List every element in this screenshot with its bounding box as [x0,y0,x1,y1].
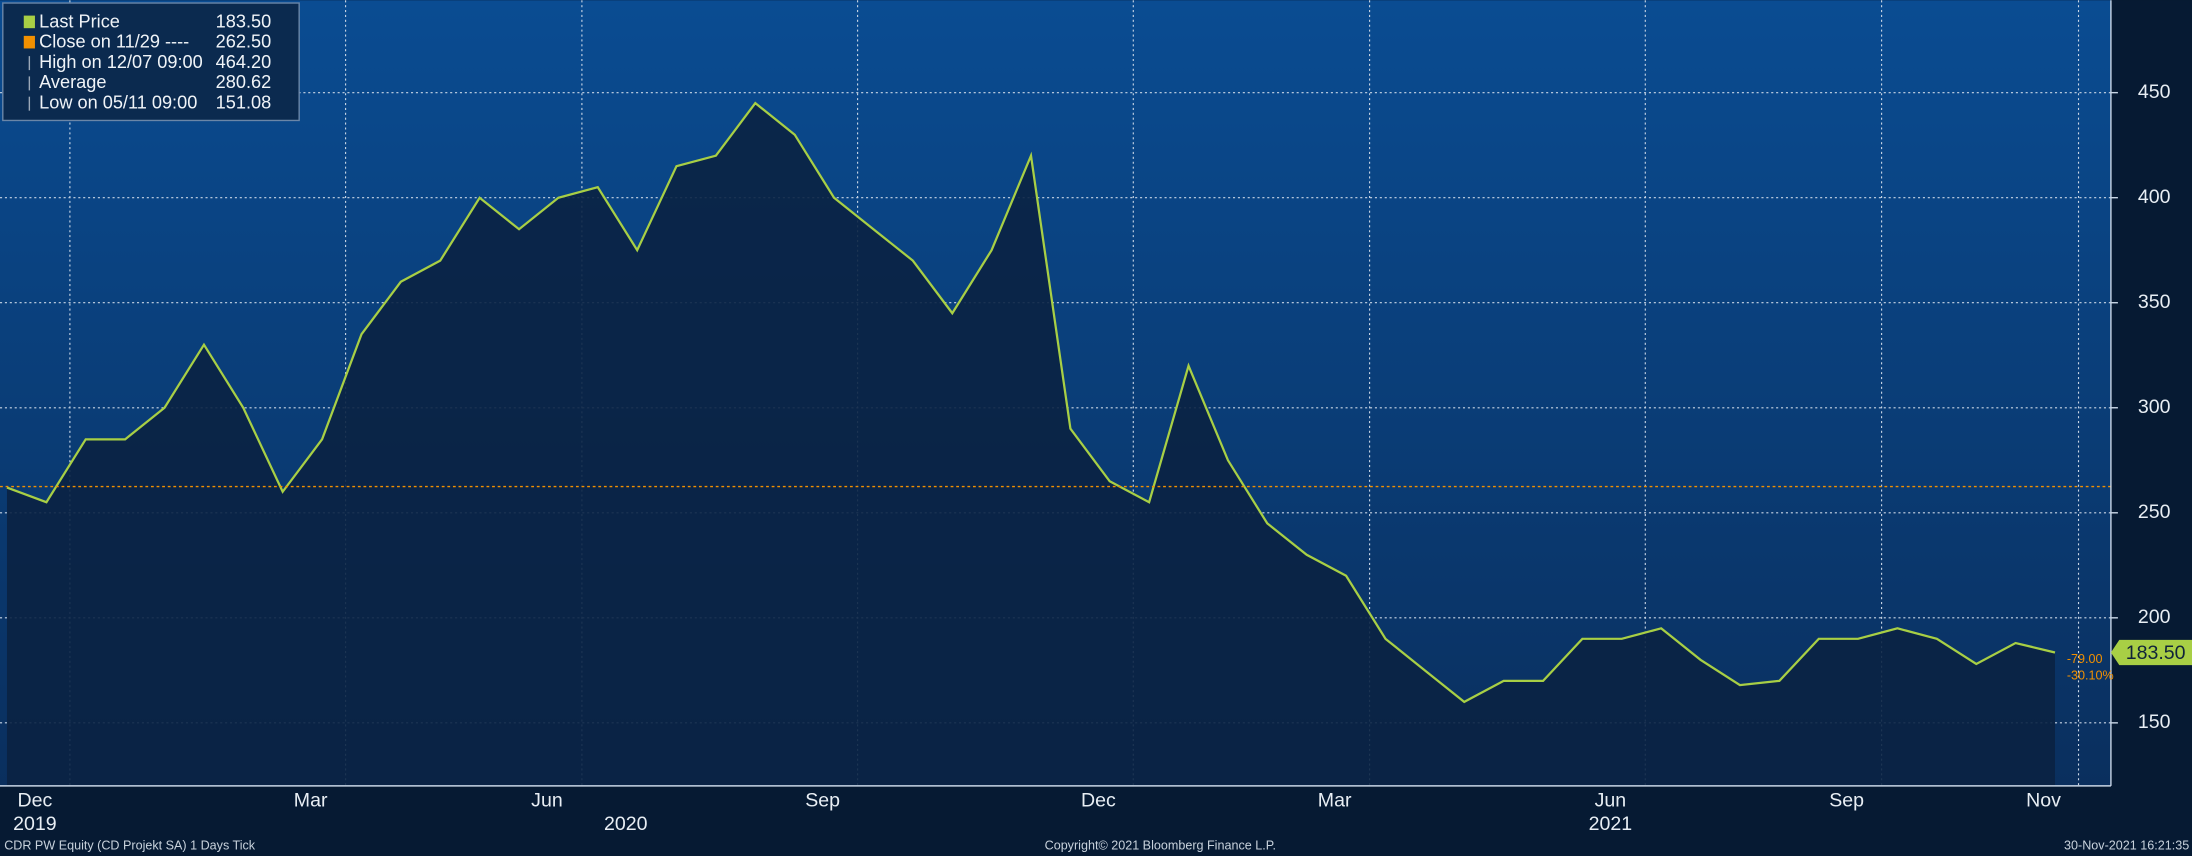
legend-box [2,2,300,122]
y-tick-label: 400 [2138,186,2171,208]
y-tick-label: 350 [2138,291,2171,313]
price-line [6,101,2056,704]
legend-label: Low on 05/11 09:00 [39,92,197,112]
x-tick-label: Dec [1081,789,1116,811]
last-tag-label: 183.50 [2126,642,2186,664]
x-tick-label: Sep [1829,789,1864,811]
y-tick-label: 150 [2138,711,2171,733]
y-tick-label: 450 [2138,81,2171,103]
x-tick-label: Dec [18,789,53,811]
legend-label: High on 12/07 09:00 [39,52,203,72]
change: -79.00 [2067,652,2103,666]
x-year-label: 2019 [13,813,57,835]
x-tick-label: Sep [805,789,840,811]
legend-label: Average [39,72,106,92]
x-tick-label: Mar [1318,789,1352,811]
x-tick-label: Nov [2026,789,2061,811]
timestamp: 30-Nov-2021 16:21:35 [2064,838,2189,852]
x-tick-label: Jun [531,789,563,811]
copyright: Copyright© 2021 Bloomberg Finance L.P. [1045,838,1276,852]
y-tick-label: 200 [2138,606,2171,628]
x-tick-label: Mar [294,789,328,811]
y-tick-label: 300 [2138,396,2171,418]
legend-swatch [23,35,35,49]
legend-value: 262.50 [216,32,272,52]
legend-value: 151.08 [216,92,272,112]
last-tag [2110,639,2192,666]
x-year-label: 2020 [604,813,648,835]
y-tick-label: 250 [2138,501,2171,523]
legend-swatch [23,15,35,29]
x-year-label: 2021 [1589,813,1633,835]
legend-label: Last Price [39,11,120,31]
change-pct: -30.10% [2067,669,2114,683]
legend-value: 183.50 [216,11,272,31]
legend-label: Close on 11/29 ---- [39,32,189,52]
area [6,103,2056,786]
legend-value: 464.20 [216,52,272,72]
legend-value: 280.62 [216,72,272,92]
footer-title: CDR PW Equity (CD Projekt SA) 1 Days Tic… [4,838,256,852]
x-tick-label: Jun [1595,789,1627,811]
